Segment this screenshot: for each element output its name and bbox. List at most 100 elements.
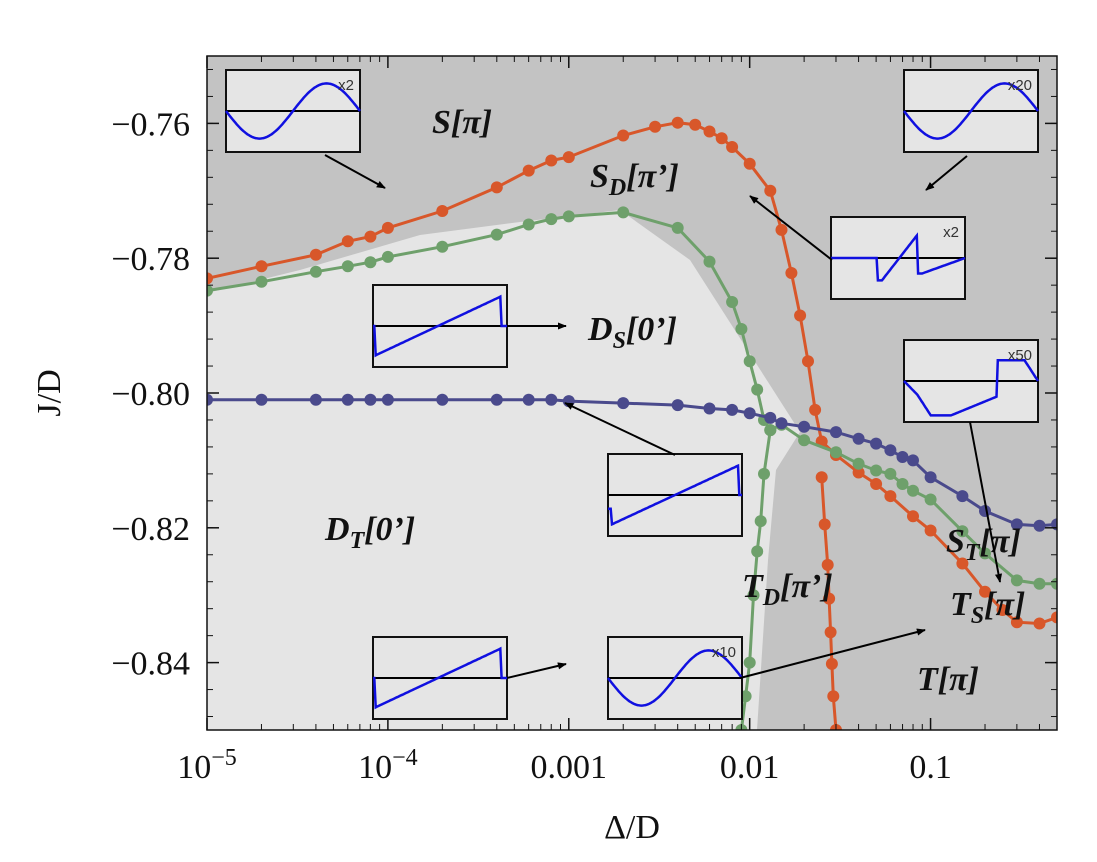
series-0-point-30 — [907, 510, 919, 523]
series-2-point-33 — [1051, 577, 1057, 590]
series-4-point-13 — [703, 402, 716, 415]
y-tick-label-4: −0.84 — [111, 646, 190, 683]
series-0-point-1 — [255, 260, 268, 273]
series-4-point-8 — [522, 393, 535, 406]
series-2-point-7 — [490, 228, 503, 241]
series-0-point-2 — [309, 248, 322, 261]
series-1-point-5 — [825, 657, 838, 670]
inset-7: x10 — [607, 628, 926, 720]
series-2-point-31 — [1010, 574, 1023, 587]
series-2-point-13 — [703, 255, 716, 268]
series-0-point-14 — [689, 118, 702, 131]
x-tick-label-4: 0.1 — [909, 749, 952, 786]
series-2-point-26 — [896, 478, 909, 490]
series-1-point-6 — [827, 690, 840, 703]
background-light-region — [207, 210, 800, 730]
series-2-point-27 — [907, 484, 919, 497]
inset-wave-1 — [903, 82, 1039, 140]
region-label-rest-4: [π’] — [780, 568, 833, 605]
series-4-point-18 — [798, 420, 811, 433]
series-0-point-20 — [775, 223, 788, 236]
x-tick-label-0: 10−5 — [177, 745, 237, 786]
region-label-5: ST[π] — [946, 523, 1021, 566]
series-2-point-8 — [522, 218, 535, 231]
series-4-point-0 — [207, 393, 213, 406]
series-4-point-14 — [726, 403, 739, 416]
waveform-insets: x2 x20 x2 x50 x10 — [225, 69, 1040, 720]
x-tick-label-3: 0.01 — [720, 749, 780, 786]
series-0-point-16 — [715, 132, 728, 145]
region-label-main-4: T — [742, 568, 764, 605]
series-0-point-34 — [996, 604, 1009, 616]
series-3-point-5 — [743, 656, 756, 669]
series-4-point-12 — [671, 399, 684, 412]
series-4-point-11 — [617, 397, 630, 410]
series-2-point-28 — [924, 493, 937, 506]
inset-wave-2 — [831, 232, 966, 282]
region-label-main-2: D — [587, 311, 613, 348]
series-0-point-17 — [726, 141, 739, 153]
series-0-point-9 — [545, 154, 558, 167]
inset-scale-label-2: x2 — [943, 224, 959, 241]
series-1-point-3 — [823, 592, 836, 605]
series-0-point-0 — [207, 272, 213, 285]
series-0-point-23 — [802, 355, 814, 368]
series-2-point-15 — [735, 323, 748, 335]
series-line-2 — [207, 210, 1057, 586]
inset-scale-label-7: x10 — [712, 644, 736, 661]
series-4-point-21 — [870, 437, 883, 450]
series-4-point-28 — [1010, 518, 1023, 531]
series-4-point-7 — [490, 393, 503, 406]
series-4-point-23 — [896, 451, 909, 463]
region-label-6: TS[π] — [950, 586, 1025, 629]
inset-0: x2 — [225, 69, 386, 189]
region-label-sub-4: D — [762, 585, 780, 611]
region-label-main-6: T — [950, 586, 972, 623]
series-4-point-22 — [884, 444, 897, 457]
region-label-rest-5: [π] — [980, 523, 1021, 560]
series-4-point-20 — [852, 432, 865, 445]
series-0-point-27 — [852, 466, 865, 479]
region-label-sub-6: S — [971, 603, 984, 629]
series-0-point-21 — [785, 267, 798, 279]
series-1-point-4 — [824, 626, 837, 639]
x-tick-label-1: 10−4 — [358, 745, 418, 786]
region-label-sub-1: D — [608, 175, 626, 201]
series-0-point-24 — [809, 403, 822, 416]
region-label-sub-3: T — [350, 528, 366, 554]
series-1-point-2 — [821, 558, 834, 571]
series-0-point-36 — [1033, 617, 1046, 630]
region-label-2: DS[0’] — [587, 311, 677, 354]
series-2-point-25 — [884, 467, 897, 480]
series-4-point-19 — [830, 426, 842, 439]
series-2-point-14 — [726, 296, 739, 308]
inset-wave-5 — [608, 463, 742, 527]
inset-arrow-2 — [749, 195, 833, 261]
inset-scale-label-0: x2 — [338, 77, 354, 94]
series-2-point-5 — [381, 250, 394, 263]
series-3-point-4 — [747, 589, 760, 602]
x-tick-exponent-0: −5 — [211, 745, 237, 771]
inset-1: x20 — [903, 69, 1039, 191]
series-2-point-12 — [671, 221, 684, 234]
series-4-point-25 — [924, 471, 937, 484]
series-3-point-0 — [764, 424, 777, 437]
series-0-point-7 — [490, 181, 503, 194]
region-label-rest-6: [π] — [984, 586, 1025, 623]
region-label-0: S[π] — [432, 104, 492, 141]
series-0-point-12 — [649, 120, 662, 133]
region-labels: S[π]SD[π’]DS[0’]DT[0’]TD[π’]ST[π]TS[π]T[… — [324, 104, 1025, 698]
series-2-point-2 — [309, 265, 322, 278]
series-0-point-22 — [794, 309, 807, 322]
series-4-point-5 — [381, 393, 394, 406]
inset-arrow-4 — [969, 421, 1003, 583]
series-4-point-6 — [436, 393, 449, 406]
inset-4: x50 — [903, 339, 1040, 583]
series-4-point-29 — [1033, 519, 1046, 532]
x-tick-label-2: 0.001 — [531, 749, 608, 786]
series-0-point-13 — [671, 116, 684, 129]
series-2-point-24 — [870, 464, 883, 477]
series-2-point-0 — [207, 284, 213, 297]
series-0-point-18 — [743, 157, 756, 170]
